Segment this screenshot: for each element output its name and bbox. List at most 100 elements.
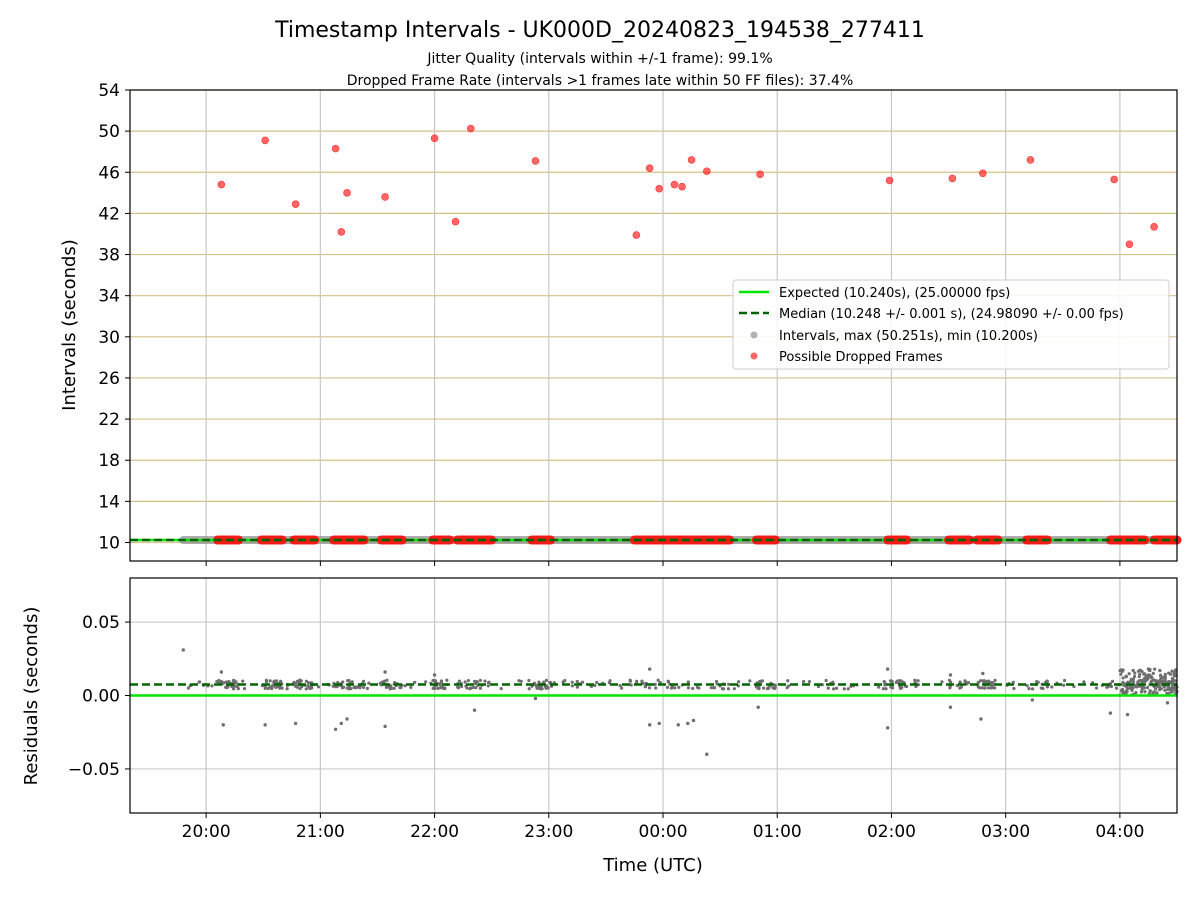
residual-point	[653, 682, 657, 686]
residual-point	[1153, 684, 1157, 689]
residual-point	[715, 682, 719, 686]
legend-label-expected: Expected (10.240s), (25.00000 fps)	[779, 286, 1010, 301]
residual-point	[1045, 679, 1049, 683]
residual-point	[695, 685, 700, 689]
dropped-frame-point-22	[1026, 156, 1035, 164]
residual-point	[1025, 684, 1029, 688]
residuals-ytick-label-−0.05: −0.05	[68, 760, 120, 780]
residual-outlier-3	[263, 723, 267, 727]
dropped-frame-point-24	[1125, 240, 1134, 249]
residual-point	[544, 678, 549, 682]
residual-point	[883, 683, 887, 687]
residual-point	[486, 684, 490, 688]
residual-point	[691, 686, 695, 691]
residual-point	[1142, 672, 1146, 676]
residual-point	[232, 687, 236, 691]
residual-point	[519, 679, 523, 683]
residual-outlier-11	[472, 708, 477, 712]
residual-point	[424, 680, 428, 684]
residual-point	[760, 679, 764, 683]
residual-point	[439, 679, 444, 683]
residual-point	[595, 680, 599, 685]
residual-point	[1122, 691, 1126, 695]
residual-point	[1109, 684, 1113, 689]
residual-point	[990, 683, 994, 688]
residual-point	[580, 680, 585, 684]
residual-point	[721, 687, 726, 691]
residual-point	[1152, 690, 1156, 694]
residual-point	[884, 687, 888, 691]
residual-point	[628, 678, 632, 682]
intervals-ytick-label-46: 46	[98, 163, 120, 183]
residual-point	[993, 678, 997, 682]
residual-point	[437, 682, 442, 686]
residual-point	[669, 686, 674, 690]
residual-point	[1157, 685, 1161, 689]
dropped-frame-point-5	[343, 189, 351, 197]
residual-outlier-16	[676, 723, 680, 727]
dropped-frame-point-3	[331, 144, 340, 153]
residual-outlier-13	[647, 723, 652, 727]
residual-point	[1133, 671, 1137, 675]
residual-point	[1156, 679, 1160, 683]
residual-point	[300, 685, 304, 689]
legend-box	[732, 279, 1170, 370]
residual-point	[1148, 689, 1152, 693]
residual-point	[1167, 691, 1171, 695]
dropped-frame-point-18	[756, 170, 764, 179]
residual-point	[392, 686, 396, 690]
residual-point	[353, 685, 357, 689]
residual-point	[436, 686, 440, 690]
residual-point	[709, 686, 713, 690]
residual-point	[881, 687, 885, 691]
residuals-xtick-label-03:00: 03:00	[981, 822, 1030, 842]
residual-point	[1110, 679, 1115, 683]
residual-outlier-28	[1108, 711, 1113, 715]
residual-outlier-6	[339, 721, 344, 726]
residual-point	[456, 685, 460, 689]
residual-point	[913, 678, 917, 682]
residual-point	[1173, 679, 1178, 683]
residual-outlier-15	[647, 667, 652, 671]
residual-point	[236, 687, 240, 691]
residual-point	[1127, 672, 1131, 676]
residual-point	[665, 685, 670, 689]
residual-point	[385, 685, 389, 689]
residual-point	[686, 686, 691, 690]
dropped-frame-point-25	[1150, 222, 1158, 231]
residual-point	[263, 686, 267, 691]
residual-point	[465, 686, 469, 690]
residual-point	[1163, 676, 1167, 680]
residual-point	[1158, 674, 1163, 678]
residual-point	[463, 680, 467, 684]
residual-point	[948, 686, 952, 690]
residual-point	[1165, 691, 1169, 695]
residual-point	[231, 678, 236, 683]
residual-point	[882, 679, 886, 684]
intervals-ytick-label-18: 18	[98, 451, 120, 471]
residuals-xtick-label-04:00: 04:00	[1095, 822, 1144, 842]
residual-point	[894, 680, 898, 684]
residuals-y-axis-label: Residuals (seconds)	[21, 607, 42, 786]
dropped-frame-point-7	[430, 134, 439, 143]
residual-point	[993, 686, 997, 690]
dropped-frame-point-1	[261, 136, 269, 145]
residual-point	[959, 685, 964, 689]
residual-point	[540, 687, 544, 691]
residual-point	[527, 687, 531, 691]
intervals-ytick-label-38: 38	[98, 246, 120, 266]
residual-point	[1135, 684, 1139, 688]
residual-outlier-18	[691, 718, 696, 723]
residual-point	[593, 683, 597, 688]
intervals-y-axis-label: Intervals (seconds)	[59, 239, 80, 411]
residuals-xtick-label-23:00: 23:00	[524, 822, 573, 842]
residual-point	[964, 680, 968, 684]
residual-point	[1145, 686, 1150, 690]
dropped-frame-point-8	[451, 217, 460, 226]
residual-point	[1139, 690, 1144, 694]
residual-point	[1131, 680, 1135, 684]
residual-point	[1170, 690, 1174, 694]
residual-outlier-14	[657, 721, 661, 726]
